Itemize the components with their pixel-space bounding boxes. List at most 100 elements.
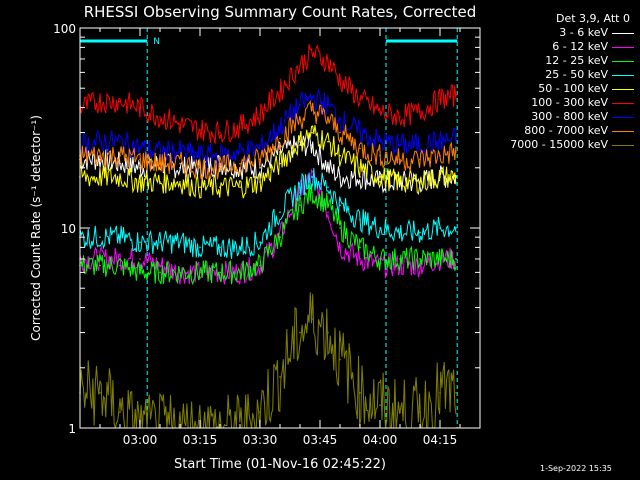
- data-point: [259, 147, 261, 150]
- data-point: [179, 181, 181, 183]
- x-tick-label: 03:00: [123, 433, 158, 447]
- data-point: [327, 118, 329, 120]
- data-point: [139, 147, 141, 150]
- data-point: [311, 318, 313, 320]
- data-point: [339, 176, 341, 178]
- data-point: [359, 98, 361, 101]
- series-25to50keV-trace: [79, 168, 457, 259]
- data-point: [339, 118, 341, 120]
- data-point: [399, 258, 401, 260]
- data-point: [219, 131, 221, 134]
- data-point: [299, 118, 301, 120]
- data-point: [119, 140, 121, 143]
- data-point: [219, 186, 221, 188]
- chart-title: RHESSI Observing Summary Count Rates, Co…: [84, 3, 477, 21]
- legend: Det 3,9, Att 0 3 - 6 keV 6 - 12 keV 12 - 2…: [484, 12, 634, 152]
- data-point: [259, 158, 261, 161]
- series-line: [79, 43, 457, 144]
- series-line: [79, 183, 457, 286]
- data-point: [439, 391, 441, 394]
- data-point: [327, 60, 329, 63]
- series-7000to15000keV-trace: [79, 292, 457, 430]
- data-point: [419, 258, 421, 260]
- data-point: [379, 176, 381, 178]
- data-point: [279, 211, 281, 213]
- x-axis-label: Start Time (01-Nov-16 02:45:22): [174, 457, 386, 472]
- data-point: [455, 391, 457, 394]
- data-point: [311, 191, 313, 194]
- data-point: [279, 236, 281, 238]
- data-point: [299, 186, 301, 188]
- data-point: [455, 258, 457, 260]
- night-marker: N: [153, 37, 160, 47]
- data-point: [159, 115, 161, 118]
- data-point: [299, 64, 301, 67]
- data-point: [219, 246, 221, 249]
- data-point: [311, 96, 313, 99]
- data-point: [455, 151, 457, 153]
- data-point: [439, 154, 441, 157]
- series-50to100keV-trace: [79, 125, 457, 199]
- data-point: [419, 231, 421, 234]
- legend-swatch: [612, 130, 634, 132]
- data-point: [339, 131, 341, 134]
- data-point: [159, 151, 161, 153]
- data-point: [279, 162, 281, 165]
- series-line: [79, 292, 457, 430]
- data-point: [327, 104, 329, 107]
- data-point: [179, 166, 181, 169]
- data-point: [379, 258, 381, 260]
- data-point: [159, 241, 161, 243]
- data-point: [399, 181, 401, 183]
- data-point: [455, 94, 457, 97]
- plot-axes: 1 10 100 03:00 03:15 03:30 03:45 04:00 04:15: [53, 22, 481, 447]
- data-point: [327, 211, 329, 213]
- data-point: [119, 176, 121, 178]
- data-point: [359, 218, 361, 221]
- data-point: [327, 166, 329, 169]
- data-point: [99, 264, 101, 267]
- legend-entry: 50 - 100 keV: [484, 82, 634, 96]
- data-point: [299, 144, 301, 146]
- data-point: [139, 158, 141, 161]
- legend-swatch: [612, 102, 634, 104]
- data-point: [219, 166, 221, 169]
- x-tick-label: 03:45: [303, 433, 338, 447]
- data-point: [99, 391, 101, 394]
- data-point: [99, 100, 101, 103]
- x-tick-label: 04:15: [423, 433, 458, 447]
- data-point: [399, 158, 401, 161]
- data-point: [279, 376, 281, 378]
- data-point: [299, 104, 301, 107]
- data-point: [399, 231, 401, 234]
- data-point: [311, 108, 313, 111]
- data-point: [439, 258, 441, 260]
- legend-entry: 100 - 300 keV: [484, 96, 634, 110]
- data-point: [279, 90, 281, 93]
- series-line: [79, 125, 457, 199]
- data-point: [259, 241, 261, 243]
- data-point: [311, 144, 313, 146]
- data-point: [299, 331, 301, 334]
- data-point: [359, 147, 361, 150]
- series-line: [79, 168, 457, 259]
- data-point: [279, 137, 281, 140]
- series-group: [79, 43, 457, 430]
- data-point: [139, 106, 141, 109]
- data-point: [179, 123, 181, 126]
- legend-label: 7000 - 15000 keV: [510, 138, 608, 151]
- data-point: [379, 181, 381, 183]
- data-point: [219, 271, 221, 274]
- data-point: [99, 140, 101, 143]
- data-point: [311, 131, 313, 134]
- data-point: [439, 227, 441, 229]
- legend-entry: 25 - 50 keV: [484, 68, 634, 82]
- legend-entry: 7000 - 15000 keV: [484, 138, 634, 152]
- footer-timestamp: 1-Sep-2022 15:35: [540, 464, 612, 473]
- data-point: [311, 176, 313, 178]
- data-point: [119, 411, 121, 413]
- data-point: [455, 227, 457, 229]
- data-point: [179, 151, 181, 153]
- data-point: [359, 131, 361, 134]
